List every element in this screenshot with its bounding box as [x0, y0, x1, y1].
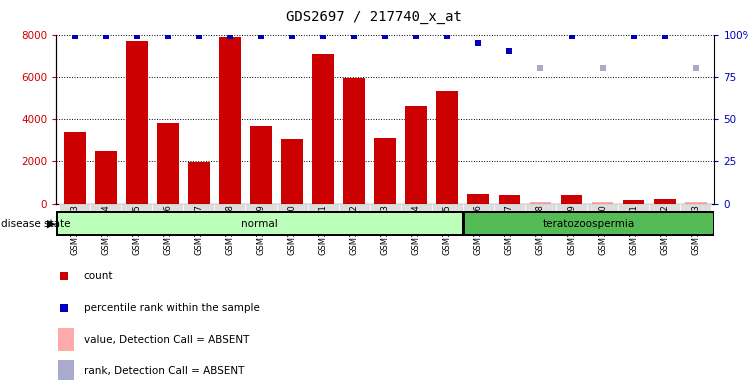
Bar	[468, 194, 489, 204]
Bar	[153, 204, 183, 211]
Bar	[121, 204, 153, 211]
Bar	[465, 213, 713, 234]
Text: GSM158478: GSM158478	[536, 204, 545, 255]
Bar	[592, 202, 613, 204]
Bar	[649, 204, 680, 211]
Text: GSM158472: GSM158472	[349, 204, 359, 255]
Text: teratozoospermia: teratozoospermia	[543, 218, 635, 229]
Bar	[245, 204, 277, 211]
Bar	[188, 162, 209, 204]
Text: GSM158463: GSM158463	[70, 204, 79, 255]
Text: GSM158483: GSM158483	[691, 204, 700, 255]
Bar	[277, 204, 307, 211]
Bar	[561, 195, 583, 204]
Text: percentile rank within the sample: percentile rank within the sample	[84, 303, 260, 313]
Bar	[64, 132, 85, 204]
Text: value, Detection Call = ABSENT: value, Detection Call = ABSENT	[84, 334, 249, 344]
Text: GSM158475: GSM158475	[443, 204, 452, 255]
Text: GSM158467: GSM158467	[194, 204, 203, 255]
Text: GSM158476: GSM158476	[474, 204, 483, 255]
Bar	[618, 204, 649, 211]
Bar	[183, 204, 215, 211]
Bar	[157, 123, 179, 204]
Text: GSM158464: GSM158464	[101, 204, 110, 255]
Bar	[370, 204, 401, 211]
Text: GSM158479: GSM158479	[567, 204, 576, 255]
Bar	[401, 204, 432, 211]
Bar	[680, 204, 711, 211]
Bar	[281, 139, 303, 204]
Bar	[436, 91, 459, 204]
Bar	[126, 41, 147, 204]
Bar	[215, 204, 245, 211]
Bar	[219, 37, 241, 204]
Text: GSM158481: GSM158481	[629, 204, 638, 255]
Bar	[307, 204, 339, 211]
Bar	[58, 328, 74, 351]
Text: ▶: ▶	[46, 218, 55, 229]
Bar	[587, 204, 618, 211]
Text: GSM158480: GSM158480	[598, 204, 607, 255]
Text: GSM158473: GSM158473	[381, 204, 390, 255]
Bar	[59, 204, 91, 211]
Bar	[499, 195, 521, 204]
Bar	[530, 202, 551, 204]
Bar	[58, 213, 462, 234]
Bar	[405, 106, 427, 204]
Bar	[432, 204, 463, 211]
Bar	[494, 204, 525, 211]
Bar	[463, 204, 494, 211]
Text: GSM158477: GSM158477	[505, 204, 514, 255]
Bar	[91, 204, 121, 211]
Text: GSM158469: GSM158469	[257, 204, 266, 255]
Bar	[58, 360, 74, 383]
Text: GSM158466: GSM158466	[163, 204, 172, 255]
Bar	[250, 126, 272, 204]
Text: GSM158474: GSM158474	[411, 204, 421, 255]
Text: normal: normal	[242, 218, 278, 229]
Text: GSM158482: GSM158482	[660, 204, 669, 255]
Text: count: count	[84, 271, 113, 281]
Bar	[685, 202, 707, 204]
Bar	[623, 200, 645, 204]
Text: GSM158468: GSM158468	[225, 204, 234, 255]
Bar	[556, 204, 587, 211]
Bar	[654, 199, 675, 204]
Bar	[343, 78, 365, 204]
Bar	[374, 138, 396, 204]
Bar	[525, 204, 556, 211]
Bar	[312, 54, 334, 204]
Text: GSM158471: GSM158471	[319, 204, 328, 255]
Text: GSM158470: GSM158470	[287, 204, 296, 255]
Text: rank, Detection Call = ABSENT: rank, Detection Call = ABSENT	[84, 366, 244, 376]
Text: disease state: disease state	[1, 218, 71, 229]
Bar	[339, 204, 370, 211]
Text: GDS2697 / 217740_x_at: GDS2697 / 217740_x_at	[286, 10, 462, 23]
Text: GSM158465: GSM158465	[132, 204, 141, 255]
Bar	[95, 151, 117, 204]
